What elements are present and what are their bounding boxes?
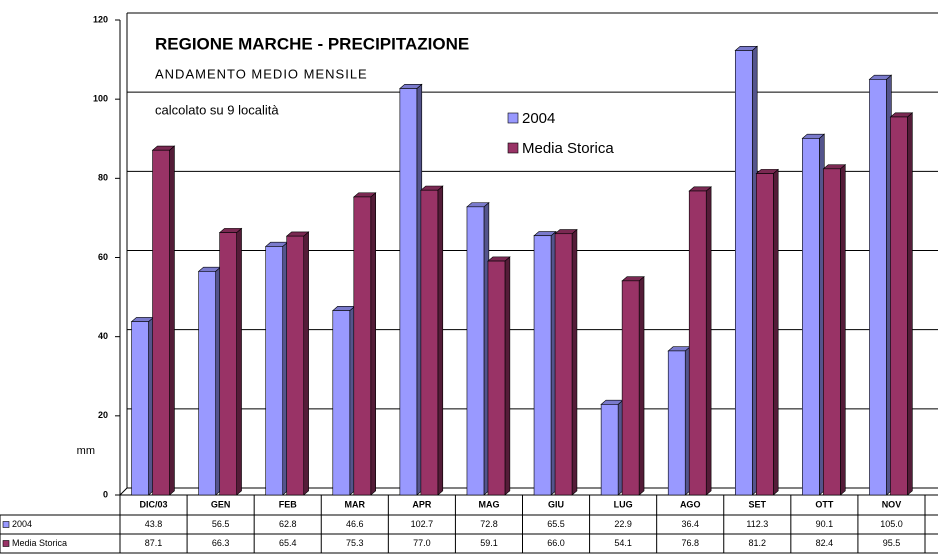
bar-side <box>370 192 376 496</box>
table-value: 36.4 <box>681 519 699 529</box>
bar <box>219 232 237 496</box>
table-value: 102.7 <box>411 519 434 529</box>
x-tick-label: GIU <box>548 499 564 509</box>
x-tick-label: APR <box>412 499 432 509</box>
table-legend-key <box>2 521 10 528</box>
bar <box>688 190 707 496</box>
x-tick-label: MAR <box>345 499 366 509</box>
y-tick-label: 80 <box>98 173 108 183</box>
table-value: 95.5 <box>883 538 901 548</box>
legend-label: Media Storica <box>522 140 614 157</box>
bar <box>554 233 573 496</box>
bar <box>621 280 640 496</box>
bar <box>131 321 149 496</box>
table-legend-key <box>2 540 10 547</box>
table-value: 75.3 <box>346 538 364 548</box>
y-tick-label: 0 <box>103 489 108 499</box>
table-value: 72.8 <box>480 519 498 529</box>
legend-key <box>507 112 519 124</box>
bar <box>802 138 820 496</box>
table-value: 81.2 <box>749 538 767 548</box>
bar <box>755 173 774 496</box>
x-tick-label: DIC/03 <box>140 499 168 509</box>
bar-side <box>907 112 913 496</box>
x-tick-label: LUG <box>614 499 633 509</box>
bar <box>890 116 908 496</box>
table-value: 59.1 <box>480 538 498 548</box>
bar <box>869 79 887 496</box>
axis-line <box>119 487 128 496</box>
bar-side <box>705 186 712 496</box>
table-value: 90.1 <box>816 519 834 529</box>
bar <box>265 246 284 496</box>
y-tick-label: 60 <box>98 252 108 262</box>
x-tick-label: NOV <box>882 499 902 509</box>
table-value: 66.3 <box>212 538 230 548</box>
y-tick-label: 120 <box>93 14 108 24</box>
table-series-name: 2004 <box>12 519 32 529</box>
table-value: 56.5 <box>212 519 230 529</box>
y-axis-label: mm <box>77 445 95 457</box>
table-value: 82.4 <box>816 538 834 548</box>
bar <box>533 235 552 496</box>
table-value: 43.8 <box>145 519 163 529</box>
bar-side <box>571 228 578 496</box>
bar-side <box>236 227 242 496</box>
bar <box>667 350 686 496</box>
chart-title: REGIONE MARCHE - PRECIPITAZIONE <box>155 34 469 53</box>
table-value: 77.0 <box>413 538 431 548</box>
legend-label: 2004 <box>522 110 555 127</box>
bar <box>152 149 170 496</box>
table-value: 22.9 <box>614 519 632 529</box>
bar-side <box>772 168 779 496</box>
x-tick-label: AGO <box>680 499 701 509</box>
bar-side <box>504 256 511 496</box>
table-value: 66.0 <box>547 538 565 548</box>
bar-side <box>437 185 444 496</box>
legend-key <box>507 142 519 154</box>
bar <box>734 50 753 496</box>
bar <box>487 260 506 496</box>
x-tick-label: GEN <box>211 499 231 509</box>
table-value: 62.8 <box>279 519 297 529</box>
table-value: 76.8 <box>681 538 699 548</box>
table-value: 65.4 <box>279 538 297 548</box>
bar <box>353 196 372 496</box>
bar-side <box>303 231 309 496</box>
x-tick-label: SET <box>749 499 767 509</box>
table-value: 105.0 <box>880 519 903 529</box>
y-tick-label: 100 <box>93 94 108 104</box>
y-tick-label: 40 <box>98 331 108 341</box>
bar <box>198 271 216 496</box>
bar <box>420 189 439 496</box>
table-value: 112.3 <box>746 519 768 529</box>
x-tick-label: MAG <box>478 499 499 509</box>
table-value: 46.6 <box>346 519 364 529</box>
annotation: calcolato su 9 località <box>155 102 279 117</box>
bar <box>600 404 619 496</box>
bar-side <box>169 145 175 496</box>
bar <box>399 88 418 496</box>
table-value: 87.1 <box>145 538 163 548</box>
x-tick-label: FEB <box>279 499 298 509</box>
table-value: 54.1 <box>614 538 632 548</box>
bar <box>823 168 841 496</box>
bar <box>466 206 485 496</box>
table-value: 65.5 <box>547 519 565 529</box>
bar <box>332 310 351 496</box>
table-series-name: Media Storica <box>12 538 67 548</box>
bar-side <box>840 163 846 496</box>
bar <box>286 235 305 496</box>
y-tick-label: 20 <box>98 410 108 420</box>
chart-subtitle: ANDAMENTO MEDIO MENSILE <box>155 66 368 81</box>
x-tick-label: OTT <box>815 499 833 509</box>
bar-side <box>638 276 645 496</box>
